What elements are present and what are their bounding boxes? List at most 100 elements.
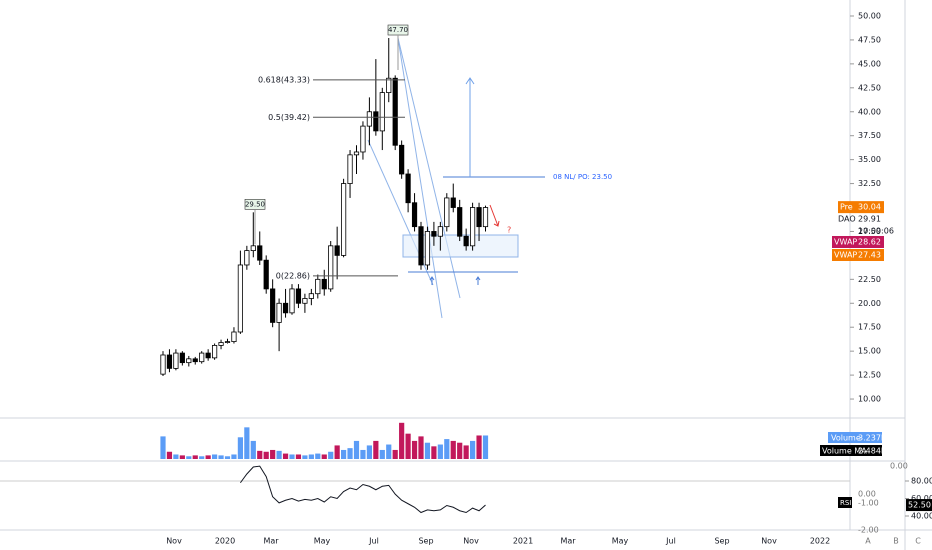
volume-bar xyxy=(360,449,366,459)
volume-bar xyxy=(457,442,463,459)
fib-label: 0.618(43.33) xyxy=(258,75,310,84)
y-tick-label: 10.00 xyxy=(858,395,881,404)
x-tick-label: Nov xyxy=(761,537,777,546)
volume-bar xyxy=(270,449,276,459)
x-tick-label: Jul xyxy=(665,537,676,546)
volume-bar xyxy=(476,435,482,459)
y-tick-label: 17.50 xyxy=(858,323,881,332)
candle-body xyxy=(424,231,431,266)
volume-bar xyxy=(411,440,418,459)
volume-bar xyxy=(263,451,269,459)
volume-bar xyxy=(431,446,437,459)
label-text: VWAP xyxy=(834,238,857,247)
candle-body xyxy=(166,354,173,369)
candle-body xyxy=(244,250,250,266)
volume-bar xyxy=(250,440,256,459)
y-tick-label: 35.00 xyxy=(858,155,881,164)
candle-body xyxy=(289,288,295,314)
y-tick-label: 60.00 xyxy=(911,494,932,503)
candle-body xyxy=(211,345,218,359)
candle-body xyxy=(444,197,450,228)
volume-bar xyxy=(224,456,231,459)
candle-body xyxy=(205,352,211,359)
label-box xyxy=(832,249,884,261)
peak-label: 29.50 xyxy=(245,200,265,208)
candle-body xyxy=(386,77,392,94)
trend-line xyxy=(397,37,443,319)
y-tick-label: 12.50 xyxy=(858,371,881,380)
volume-bar xyxy=(160,436,166,459)
volume-bar xyxy=(199,456,205,459)
candle-body xyxy=(476,207,482,228)
button-label: B xyxy=(893,537,899,546)
candle-body xyxy=(160,354,166,375)
label-box xyxy=(832,236,884,248)
last-value: 52.50 xyxy=(908,501,931,510)
candle-body xyxy=(282,302,289,314)
volume-bar xyxy=(179,455,185,459)
volume-bar xyxy=(482,435,489,459)
volume-bar xyxy=(424,442,431,459)
volume-bar xyxy=(437,444,443,459)
volume-bar xyxy=(463,445,469,459)
volume-bar xyxy=(373,440,379,459)
candle-body xyxy=(437,226,443,237)
volume-bar xyxy=(347,448,353,459)
volume-bar xyxy=(244,427,250,459)
label-text: 28.62 xyxy=(858,238,881,247)
y-tick-label: 37.50 xyxy=(858,131,881,140)
volume-bar xyxy=(379,449,385,459)
x-tick-label: 2021 xyxy=(513,537,533,546)
candle-body xyxy=(353,151,360,156)
rsi-line xyxy=(239,465,486,514)
x-tick-label: Nov xyxy=(463,537,479,546)
volume-bar xyxy=(192,455,198,459)
label-text: DAO xyxy=(838,215,856,224)
volume-bar xyxy=(450,440,456,459)
volume-bar xyxy=(186,456,192,459)
button-label: A xyxy=(865,537,871,546)
annotation: ? xyxy=(507,226,511,235)
candle-body xyxy=(173,352,179,369)
candle-body xyxy=(379,92,385,132)
candle-body xyxy=(315,278,321,295)
candle-body xyxy=(263,259,269,290)
volume-bar xyxy=(237,437,243,459)
volume-bar xyxy=(166,451,173,459)
candle-body xyxy=(392,77,398,146)
volume-bar xyxy=(231,454,237,459)
candle-body xyxy=(295,288,302,304)
label-text: 2.484M xyxy=(858,447,888,456)
candle-body xyxy=(366,111,373,127)
x-tick-label: Sep xyxy=(418,537,433,546)
candle-body xyxy=(457,207,463,237)
label-text: Pre xyxy=(840,203,853,212)
y-tick-label: 40.00 xyxy=(911,512,932,521)
label-box xyxy=(906,499,932,512)
volume-bar xyxy=(444,439,450,459)
label-text: 30.04 xyxy=(858,203,881,212)
y-tick-label: 32.50 xyxy=(858,179,881,188)
candle-body xyxy=(199,352,205,363)
candle-body xyxy=(450,197,456,208)
candle-body xyxy=(340,183,347,256)
candle-body xyxy=(411,202,418,228)
axis-label: -2.00 xyxy=(858,526,879,535)
x-tick-label: 2022 xyxy=(810,537,830,546)
volume-bar xyxy=(218,455,224,459)
candle-body xyxy=(328,245,334,290)
volume-bar xyxy=(308,454,314,459)
volume-bar xyxy=(276,450,282,459)
label-text: 27.43 xyxy=(858,251,881,260)
candle-body xyxy=(431,231,437,237)
candle-body xyxy=(179,352,185,364)
volume-bar xyxy=(405,433,411,459)
candle-body xyxy=(270,288,276,323)
y-tick-label: 20.00 xyxy=(858,299,881,308)
volume-bar xyxy=(386,444,392,459)
candle-body xyxy=(418,226,424,266)
volume-bar xyxy=(321,454,327,459)
label-text: Volume MA xyxy=(822,447,867,456)
